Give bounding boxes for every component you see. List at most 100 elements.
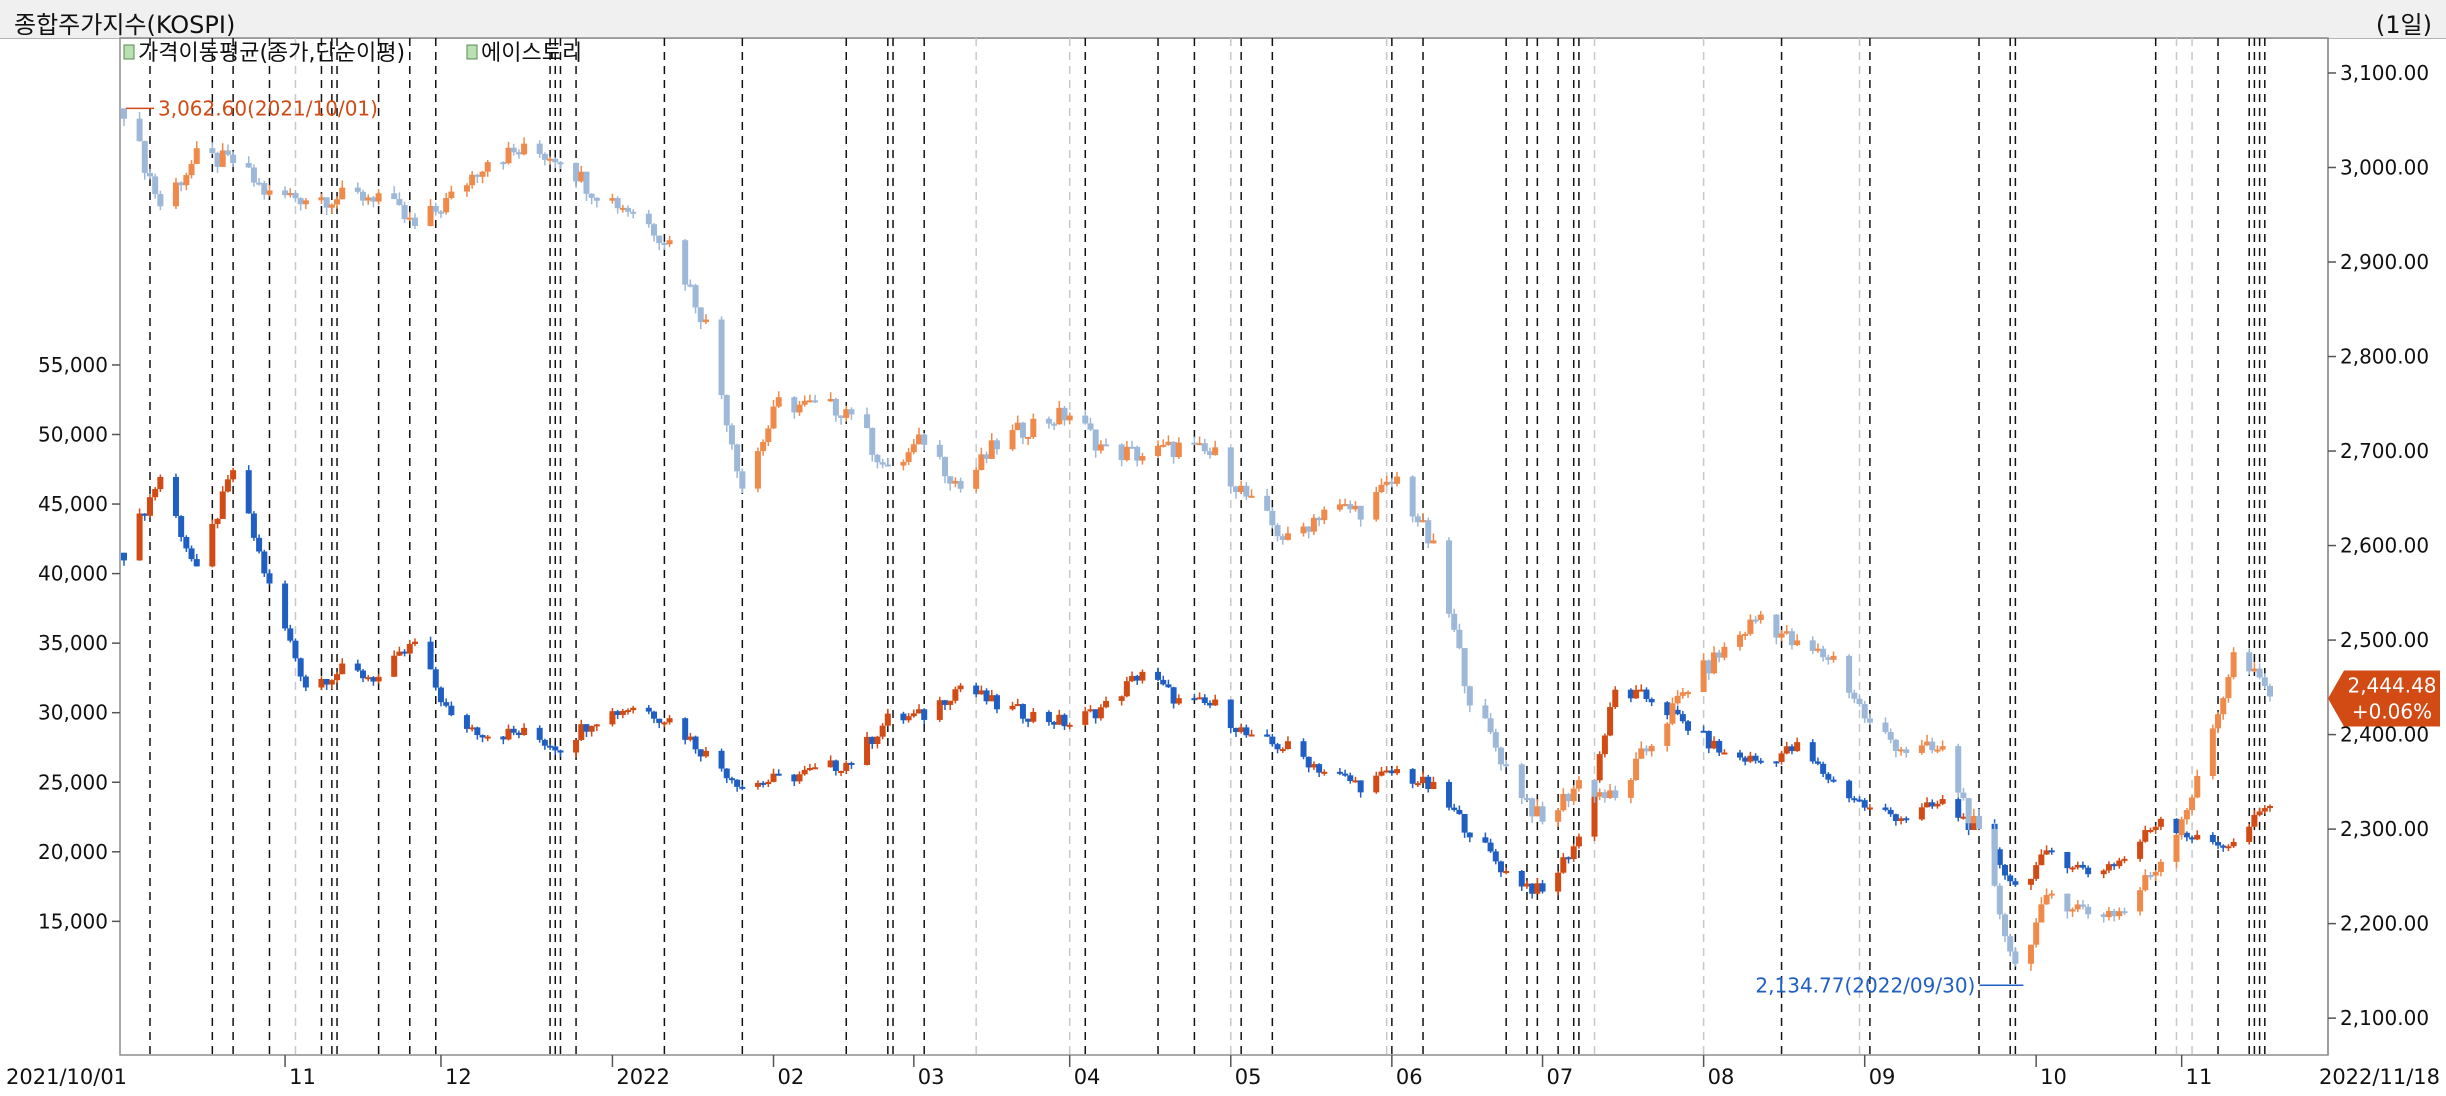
stock-candle xyxy=(1201,697,1208,704)
index-candle xyxy=(666,240,673,245)
stock-candle xyxy=(775,773,782,776)
index-candle xyxy=(547,158,554,161)
stock-candle xyxy=(983,690,990,702)
index-candle xyxy=(1825,657,1832,660)
index-candle xyxy=(692,285,699,308)
index-candle xyxy=(2220,698,2227,715)
stock-candle xyxy=(188,548,195,560)
stock-candle xyxy=(261,551,268,574)
stock-candle xyxy=(1227,699,1234,729)
stock-candle xyxy=(941,700,948,705)
index-candle xyxy=(645,213,652,225)
legend-swatch-stock xyxy=(466,44,478,60)
index-candle xyxy=(172,182,179,207)
index-candle xyxy=(2105,910,2112,918)
index-candle xyxy=(2111,910,2118,917)
index-candle xyxy=(1705,660,1712,674)
index-candle xyxy=(448,191,455,199)
left-y-tick-label: 15,000 xyxy=(38,909,108,933)
stock-candle xyxy=(1139,671,1146,681)
index-candle xyxy=(1955,746,1962,793)
index-candle xyxy=(723,395,730,426)
stock-candle xyxy=(1347,775,1354,781)
index-candle xyxy=(1903,749,1910,753)
left-y-tick-label: 50,000 xyxy=(38,423,108,447)
index-candle xyxy=(1887,731,1894,740)
stock-candle xyxy=(952,689,959,701)
index-candle xyxy=(1700,660,1707,693)
index-candle xyxy=(1279,536,1286,540)
stock-candle xyxy=(266,573,273,584)
stock-candle xyxy=(1518,870,1525,887)
stock-candle xyxy=(1903,818,1910,821)
stock-candle xyxy=(1861,800,1868,808)
stock-candle xyxy=(1056,714,1063,725)
stock-candle xyxy=(474,727,481,736)
index-candle xyxy=(1030,418,1037,437)
stock-candle xyxy=(1030,711,1037,722)
x-tick-label: 08 xyxy=(1708,1065,1735,1089)
stock-candle xyxy=(557,750,564,753)
stock-candle xyxy=(152,489,159,498)
index-candle xyxy=(1788,631,1795,646)
stock-candle xyxy=(1300,741,1307,757)
index-candle xyxy=(479,171,486,177)
index-candle xyxy=(1685,692,1692,695)
stock-candle xyxy=(2152,826,2159,830)
index-candle xyxy=(848,409,855,415)
stock-candle xyxy=(1929,802,1936,807)
index-candle xyxy=(515,152,522,155)
index-candle xyxy=(2038,904,2045,923)
index-candle xyxy=(993,440,1000,450)
index-candle xyxy=(1939,746,1946,750)
index-candle xyxy=(1305,526,1312,532)
index-candle xyxy=(1134,446,1141,461)
index-candle xyxy=(1191,442,1198,445)
stock-candle xyxy=(2183,832,2190,838)
x-tick-label: 11 xyxy=(2186,1065,2213,1089)
stock-candle xyxy=(1388,770,1395,774)
index-candle xyxy=(2121,911,2128,914)
chart-window-title: 종합주가지수(KOSPI) xyxy=(14,11,236,39)
index-candle xyxy=(1009,430,1016,450)
index-candle xyxy=(1227,447,1234,487)
stock-candle xyxy=(1643,689,1650,699)
x-tick-label: 03 xyxy=(918,1065,945,1089)
index-candle xyxy=(224,150,231,155)
stock-candle xyxy=(432,669,439,688)
index-candle xyxy=(879,462,886,465)
index-candle xyxy=(609,198,616,201)
index-candle xyxy=(406,217,413,220)
index-candle xyxy=(1601,792,1608,799)
index-candle xyxy=(432,205,439,212)
interval-label[interactable]: (1일) xyxy=(2375,11,2432,39)
stock-candle xyxy=(1700,730,1707,733)
stock-candle xyxy=(172,476,179,517)
stock-candle xyxy=(905,716,912,721)
index-candle xyxy=(593,197,600,201)
index-candle xyxy=(1066,415,1073,421)
stock-candle xyxy=(1316,764,1323,773)
index-candle xyxy=(1856,698,1863,704)
stock-candle xyxy=(1664,702,1671,716)
stock-candle xyxy=(1555,872,1562,892)
index-candle xyxy=(1321,509,1328,521)
index-candle xyxy=(1918,745,1925,753)
x-tick-label: 04 xyxy=(1074,1065,1101,1089)
index-candle xyxy=(1814,648,1821,651)
stock-candle xyxy=(484,736,491,739)
stock-candle xyxy=(1612,689,1619,708)
index-candle xyxy=(1638,748,1645,759)
index-candle xyxy=(661,243,668,246)
stock-candle xyxy=(1373,775,1380,793)
legend-swatch-ma xyxy=(123,44,135,60)
stock-candle xyxy=(770,773,777,782)
stock-candle xyxy=(718,750,725,769)
index-candle xyxy=(1394,476,1401,484)
x-tick-label: 11 xyxy=(289,1065,316,1089)
index-candle xyxy=(1461,648,1468,687)
stock-candle xyxy=(146,497,153,516)
stock-candle xyxy=(832,760,839,771)
stock-candle xyxy=(287,628,294,641)
index-candle xyxy=(651,224,658,236)
